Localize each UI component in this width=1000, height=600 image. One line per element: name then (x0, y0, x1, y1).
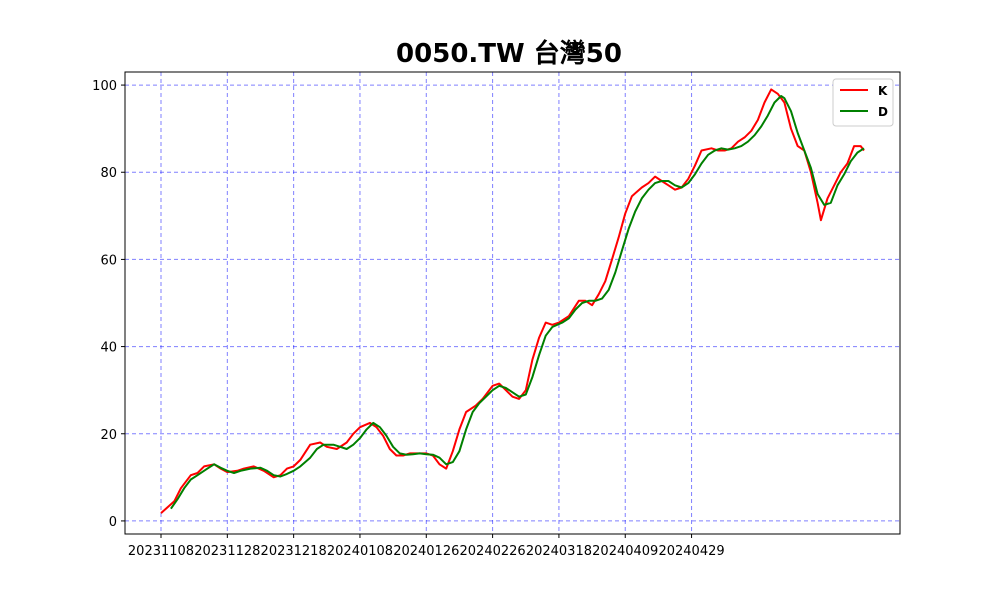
x-tick-label: 20231128 (194, 544, 260, 559)
y-tick-label: 40 (100, 341, 117, 356)
legend-k-label: K (878, 84, 888, 98)
x-tick-label: 20240409 (592, 544, 658, 559)
x-tick-label: 20231218 (261, 544, 327, 559)
series-line-k (160, 88, 865, 514)
plot-area (125, 72, 900, 534)
legend-d-label: D (878, 105, 888, 119)
y-tick-label: 0 (109, 515, 117, 530)
y-tick-label: 20 (100, 428, 117, 443)
y-tick-label: 80 (100, 166, 117, 181)
grid (125, 72, 900, 534)
chart-title: 0050.TW 台灣50 (396, 38, 622, 69)
legend: K D (832, 78, 894, 127)
x-tick-label: 20240429 (658, 544, 724, 559)
plot-frame (124, 71, 901, 535)
y-tick-label: 100 (92, 79, 117, 94)
x-tick-label: 20240126 (393, 544, 459, 559)
series-layer (160, 88, 865, 514)
y-axis: 0 20 40 60 80 100 (92, 79, 125, 530)
x-tick-label: 20231108 (128, 544, 194, 559)
y-tick-label: 60 (100, 253, 117, 268)
series-line-d (170, 95, 865, 510)
x-tick-label: 20240318 (526, 544, 592, 559)
x-axis: 20231108 20231128 20231218 20240108 20240126… (128, 534, 725, 559)
x-tick-label: 20240108 (327, 544, 393, 559)
x-tick-label: 20240226 (460, 544, 526, 559)
